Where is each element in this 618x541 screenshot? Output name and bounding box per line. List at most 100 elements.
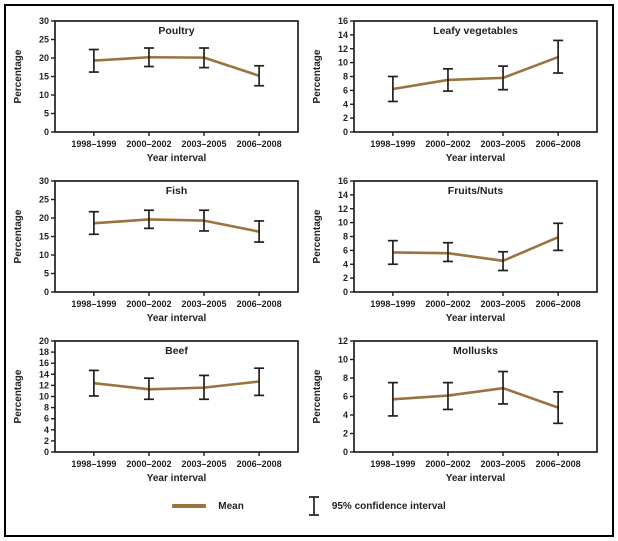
y-tick-label: 6: [343, 392, 348, 402]
x-tick-label: 2000–2002: [126, 299, 171, 309]
x-tick-label: 2003–2005: [481, 459, 526, 469]
x-tick-label: 2000–2002: [126, 459, 171, 469]
chart-cell-fish: 0 5 10 15 20 25 30 1998–1999 2000–2002 2003–2005 2…: [10, 170, 308, 330]
chart-title: Mollusks: [453, 345, 498, 357]
error-bar: [88, 369, 99, 397]
y-tick-label: 0: [44, 127, 49, 137]
error-bar: [143, 209, 154, 230]
x-tick-label: 2006–2008: [536, 459, 581, 469]
chart-cell-leafy-vegetables: 0 2 4 6 8 10 12 14 16 1998–1999 2000–2002 2003–2005…: [309, 10, 607, 170]
x-axis-label: Year interval: [446, 313, 506, 324]
error-bar: [442, 381, 453, 411]
x-tick-label: 2006–2008: [237, 139, 282, 149]
error-bar: [498, 370, 509, 405]
legend-mean-label: Mean: [218, 500, 244, 512]
x-tick-label: 2003–2005: [481, 139, 526, 149]
error-bar: [387, 381, 398, 417]
figure-panel: 0 5 10 15 20 25 30 1998–1999 2000–2002 2003–2005 2…: [4, 4, 614, 537]
x-tick-label: 2003–2005: [182, 459, 227, 469]
chart-title: Leafy vegetables: [433, 25, 518, 37]
y-tick-label: 0: [343, 447, 348, 457]
y-tick-label: 25: [39, 35, 49, 45]
x-tick-label: 1998–1999: [71, 299, 116, 309]
x-axis-label: Year interval: [147, 473, 207, 484]
y-axis-label: Percentage: [13, 49, 24, 103]
y-tick-label: 0: [44, 447, 49, 457]
error-bar: [553, 39, 564, 74]
mean-line: [392, 386, 559, 409]
error-bar: [442, 241, 453, 263]
chart-title: Fish: [166, 185, 188, 197]
plot-frame: [353, 180, 598, 293]
plot-frame: [54, 20, 299, 133]
y-tick-label: 12: [338, 336, 348, 346]
x-tick-label: 2003–2005: [481, 299, 526, 309]
x-axis-label: Year interval: [446, 473, 506, 484]
x-tick-label: 1998–1999: [71, 459, 116, 469]
chart-cell-beef: 0 2 4 6 8 10 12 14 16 18 20 1998–1999 2000–2002 2003–…: [10, 330, 308, 490]
mean-line: [93, 55, 260, 77]
y-tick-label: 12: [39, 380, 49, 390]
mean-line: [93, 218, 260, 233]
y-tick-label: 25: [39, 195, 49, 205]
error-bar: [199, 209, 210, 232]
x-tick-label: 2000–2002: [126, 139, 171, 149]
error-bar: [498, 250, 509, 272]
y-tick-label: 0: [44, 287, 49, 297]
mean-line: [392, 55, 559, 91]
error-bar: [199, 374, 210, 401]
error-bar: [553, 391, 564, 425]
x-tick-label: 2006–2008: [237, 299, 282, 309]
plot-frame: [353, 340, 598, 453]
y-axis-label: Percentage: [312, 369, 323, 423]
chart-leafy-vegetables: 0 2 4 6 8 10 12 14 16 1998–1999 2000–2002 2003–2005…: [312, 16, 598, 164]
x-tick-label: 2006–2008: [536, 299, 581, 309]
y-tick-label: 5: [44, 109, 49, 119]
y-tick-label: 6: [44, 414, 49, 424]
legend: Mean 95% confidence interval: [10, 490, 608, 522]
error-bar: [88, 48, 99, 73]
y-tick-label: 2: [343, 113, 348, 123]
y-tick-label: 4: [343, 259, 348, 269]
y-tick-label: 10: [338, 218, 348, 228]
error-bar: [143, 377, 154, 401]
x-axis-label: Year interval: [147, 313, 207, 324]
y-axis-label: Percentage: [13, 209, 24, 263]
mean-line: [93, 380, 260, 391]
charts-grid: 0 5 10 15 20 25 30 1998–1999 2000–2002 2003–2005 2…: [10, 10, 608, 490]
chart-cell-fruits-nuts: 0 2 4 6 8 10 12 14 16 1998–1999 2000–2002 2003–2005…: [309, 170, 607, 330]
y-tick-label: 2: [343, 273, 348, 283]
y-tick-label: 0: [343, 127, 348, 137]
y-tick-label: 4: [343, 99, 348, 109]
y-tick-label: 10: [39, 392, 49, 402]
error-bar: [553, 222, 564, 252]
y-tick-label: 14: [338, 190, 348, 200]
x-tick-label: 2006–2008: [237, 459, 282, 469]
chart-cell-mollusks: 0 2 4 6 8 10 12 1998–1999 2000–2002 2003–2005 2006…: [309, 330, 607, 490]
y-tick-label: 16: [338, 16, 348, 26]
error-bar: [254, 64, 265, 87]
y-tick-label: 8: [343, 72, 348, 82]
y-tick-label: 20: [39, 336, 49, 346]
chart-cell-poultry: 0 5 10 15 20 25 30 1998–1999 2000–2002 2003–2005 2…: [10, 10, 308, 170]
y-tick-label: 30: [39, 16, 49, 26]
y-tick-label: 12: [338, 44, 348, 54]
x-tick-label: 2003–2005: [182, 139, 227, 149]
y-tick-label: 8: [343, 232, 348, 242]
x-tick-label: 1998–1999: [370, 139, 415, 149]
y-tick-label: 5: [44, 269, 49, 279]
x-tick-label: 1998–1999: [370, 459, 415, 469]
y-tick-label: 12: [338, 204, 348, 214]
y-axis-label: Percentage: [312, 49, 323, 103]
confidence-interval-icon: [308, 496, 319, 516]
chart-poultry: 0 5 10 15 20 25 30 1998–1999 2000–2002 2003–2005 2…: [13, 16, 299, 164]
y-tick-label: 4: [44, 425, 49, 435]
y-tick-label: 10: [338, 58, 348, 68]
y-tick-label: 30: [39, 176, 49, 186]
y-tick-label: 18: [39, 347, 49, 357]
x-tick-label: 2006–2008: [536, 139, 581, 149]
y-tick-label: 14: [39, 369, 49, 379]
chart-title: Fruits/Nuts: [448, 185, 504, 197]
y-axis-label: Percentage: [312, 209, 323, 263]
